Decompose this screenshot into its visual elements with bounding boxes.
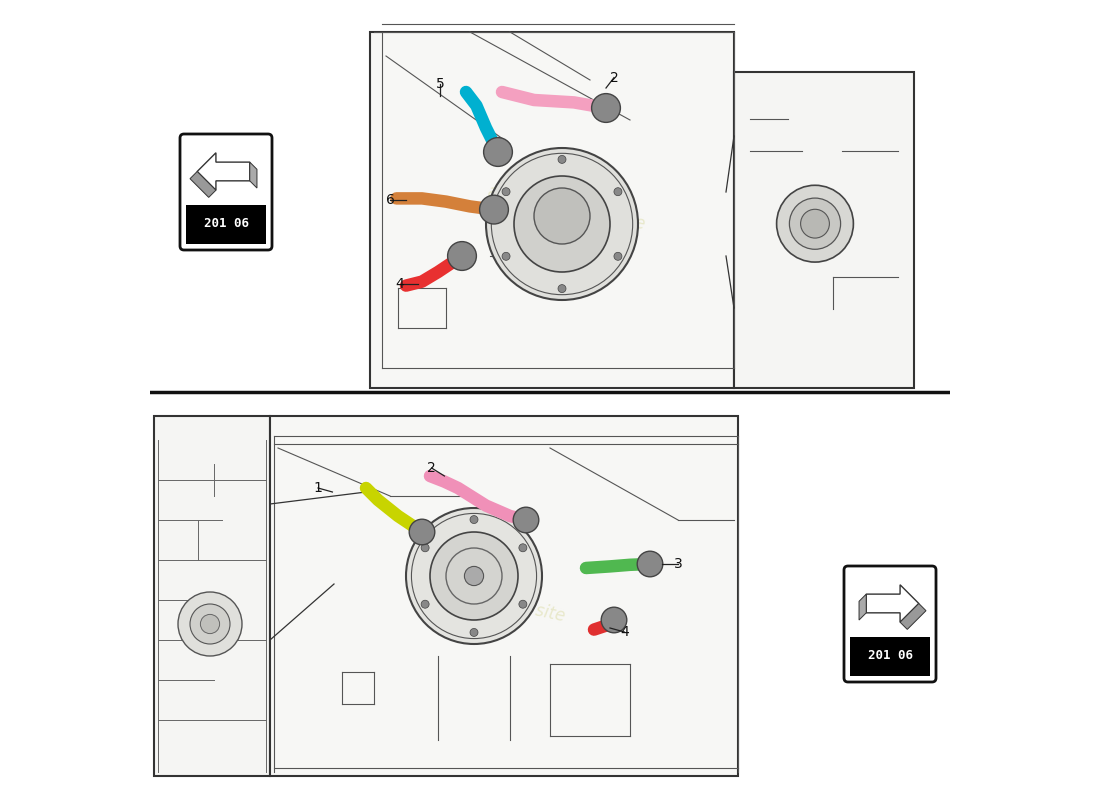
Circle shape	[421, 600, 429, 608]
Circle shape	[430, 532, 518, 620]
Circle shape	[502, 252, 510, 260]
Polygon shape	[866, 585, 918, 622]
Bar	[154, 416, 270, 776]
Polygon shape	[900, 603, 926, 630]
Text: 4: 4	[620, 625, 629, 639]
Text: 4: 4	[395, 277, 404, 291]
Polygon shape	[190, 171, 216, 198]
Circle shape	[470, 515, 478, 523]
Circle shape	[480, 195, 508, 224]
Circle shape	[484, 138, 513, 166]
Text: 2: 2	[609, 70, 618, 85]
Circle shape	[558, 155, 566, 163]
Text: 3: 3	[673, 557, 682, 571]
Circle shape	[592, 94, 620, 122]
Bar	[186, 205, 265, 243]
Circle shape	[534, 188, 590, 244]
Polygon shape	[859, 594, 866, 620]
Circle shape	[464, 566, 484, 586]
Circle shape	[602, 607, 627, 633]
Polygon shape	[250, 162, 257, 188]
Circle shape	[614, 252, 622, 260]
Circle shape	[470, 629, 478, 637]
Circle shape	[502, 188, 510, 196]
Text: a ZF parts.com site: a ZF parts.com site	[485, 182, 647, 234]
Circle shape	[409, 519, 434, 545]
Circle shape	[406, 508, 542, 644]
Circle shape	[421, 544, 429, 552]
Bar	[850, 637, 930, 675]
Circle shape	[178, 592, 242, 656]
Bar	[370, 32, 734, 388]
Circle shape	[614, 188, 622, 196]
Circle shape	[519, 600, 527, 608]
Text: a ZF parts.com site: a ZF parts.com site	[406, 574, 566, 626]
Circle shape	[558, 285, 566, 293]
Circle shape	[637, 551, 663, 577]
Text: 5: 5	[436, 77, 444, 91]
Text: 201 06: 201 06	[204, 217, 249, 230]
Circle shape	[514, 176, 611, 272]
Text: 6: 6	[386, 193, 395, 207]
Circle shape	[200, 614, 220, 634]
Circle shape	[448, 242, 476, 270]
Polygon shape	[197, 153, 250, 190]
Circle shape	[514, 507, 539, 533]
Circle shape	[777, 186, 854, 262]
Bar	[270, 416, 738, 776]
Circle shape	[790, 198, 840, 250]
Circle shape	[190, 604, 230, 644]
Circle shape	[519, 544, 527, 552]
Text: 201 06: 201 06	[868, 649, 913, 662]
Circle shape	[801, 210, 829, 238]
Bar	[734, 72, 914, 388]
Circle shape	[486, 148, 638, 300]
Text: 1: 1	[314, 481, 322, 495]
FancyBboxPatch shape	[180, 134, 272, 250]
Text: 2: 2	[427, 461, 436, 475]
FancyBboxPatch shape	[844, 566, 936, 682]
